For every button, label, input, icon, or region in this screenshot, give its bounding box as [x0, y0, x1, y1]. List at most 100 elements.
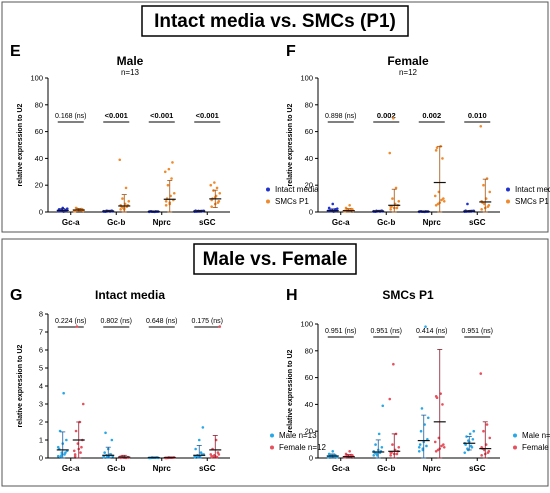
panel-letter: G	[10, 287, 22, 304]
legend-label: Female n=12	[522, 443, 550, 452]
y-tick-label: 40	[305, 154, 313, 163]
y-tick-label: 8	[39, 310, 43, 319]
data-point	[199, 451, 203, 454]
y-tick-label: 6	[39, 346, 43, 355]
data-point	[442, 197, 445, 200]
data-point	[388, 151, 392, 155]
p-value-label: 0.414 (ns)	[416, 328, 448, 335]
data-point	[479, 124, 483, 128]
data-point	[377, 432, 381, 436]
y-tick-label: 20	[305, 181, 313, 190]
legend-marker	[270, 433, 274, 438]
data-point	[218, 325, 222, 328]
y-tick-label: 60	[305, 127, 313, 136]
p-value-label: 0.175 (ns)	[191, 318, 223, 325]
x-tick-label: Gc-b	[377, 218, 395, 227]
chart-title: Male	[117, 54, 144, 68]
data-point	[79, 451, 82, 454]
chart-subtitle: n=13	[121, 68, 140, 77]
data-point	[73, 454, 77, 458]
data-point	[62, 391, 65, 395]
data-point	[480, 208, 483, 211]
p-value-label: 0.002	[377, 111, 396, 120]
data-point	[425, 444, 428, 448]
x-tick-label: Gc-a	[332, 218, 350, 227]
y-tick-label: 100	[300, 320, 313, 329]
y-tick-label: 80	[35, 100, 43, 109]
data-point	[441, 157, 444, 160]
data-point	[420, 407, 424, 410]
y-axis-label: relative expression to U2	[287, 103, 294, 186]
legend-marker	[270, 445, 274, 450]
data-point	[463, 451, 467, 454]
legend-marker	[506, 199, 510, 204]
chart-title: SMCs P1	[382, 288, 434, 302]
data-point	[389, 205, 392, 208]
data-point	[391, 443, 394, 446]
data-point	[395, 206, 399, 210]
p-value-label: 0.168 (ns)	[55, 113, 87, 120]
data-point	[74, 429, 78, 433]
chart-panel-h: H SMCs P1 0 20 40 60 80 100 relative expression …	[286, 287, 550, 473]
y-tick-label: 4	[39, 382, 43, 391]
data-point	[442, 445, 446, 449]
panel-letter: H	[286, 287, 298, 304]
y-tick-label: 40	[35, 154, 43, 163]
data-point	[331, 450, 335, 453]
p-value-label: 0.951 (ns)	[461, 328, 493, 335]
x-tick-label: Nprc	[423, 218, 442, 227]
data-point	[170, 177, 173, 180]
data-point	[327, 452, 331, 456]
data-point	[435, 146, 439, 149]
p-value-label: <0.001	[105, 111, 128, 120]
data-point	[171, 161, 174, 164]
y-tick-label: 100	[30, 74, 43, 83]
data-point	[440, 444, 443, 448]
data-point	[121, 197, 124, 200]
chart-subtitle: n=12	[399, 68, 418, 77]
banner-title-top: Intact media vs. SMCs (P1)	[154, 11, 396, 32]
data-point	[418, 443, 422, 446]
data-point	[441, 403, 444, 406]
x-tick-label: Gc-b	[107, 218, 125, 227]
x-tick-label: Gc-a	[62, 218, 80, 227]
p-value-label: 0.010	[468, 111, 487, 120]
legend-marker	[513, 445, 517, 450]
data-point	[392, 116, 395, 120]
x-tick-label: Gc-b	[377, 464, 395, 473]
data-point	[81, 402, 85, 406]
data-point	[124, 186, 128, 190]
data-point	[433, 440, 437, 444]
data-point	[118, 158, 122, 162]
data-point	[468, 432, 472, 436]
y-tick-label: 2	[39, 418, 43, 427]
data-point	[218, 191, 222, 195]
data-point	[442, 443, 445, 446]
data-point	[103, 451, 106, 454]
data-point	[479, 372, 483, 375]
y-tick-label: 5	[39, 364, 43, 373]
p-value-label: 0.951 (ns)	[325, 328, 357, 335]
x-tick-label: Gc-b	[107, 464, 125, 473]
data-point	[466, 202, 469, 206]
data-point	[166, 183, 170, 187]
data-point	[395, 452, 399, 456]
data-point	[488, 190, 492, 194]
y-tick-label: 1	[39, 436, 43, 445]
banner-title-bottom: Male vs. Female	[203, 249, 348, 270]
p-value-label: <0.001	[150, 111, 173, 120]
data-point	[167, 167, 171, 171]
data-point	[397, 445, 401, 449]
data-point	[486, 451, 490, 454]
data-point	[391, 197, 394, 200]
legend-label: SMCs P1	[515, 197, 549, 206]
data-point	[480, 454, 483, 457]
p-value-label: 0.951 (ns)	[370, 328, 402, 335]
section-frame-bottom	[1, 238, 549, 487]
data-point	[465, 435, 468, 438]
data-point	[75, 325, 79, 328]
data-point	[163, 170, 167, 174]
